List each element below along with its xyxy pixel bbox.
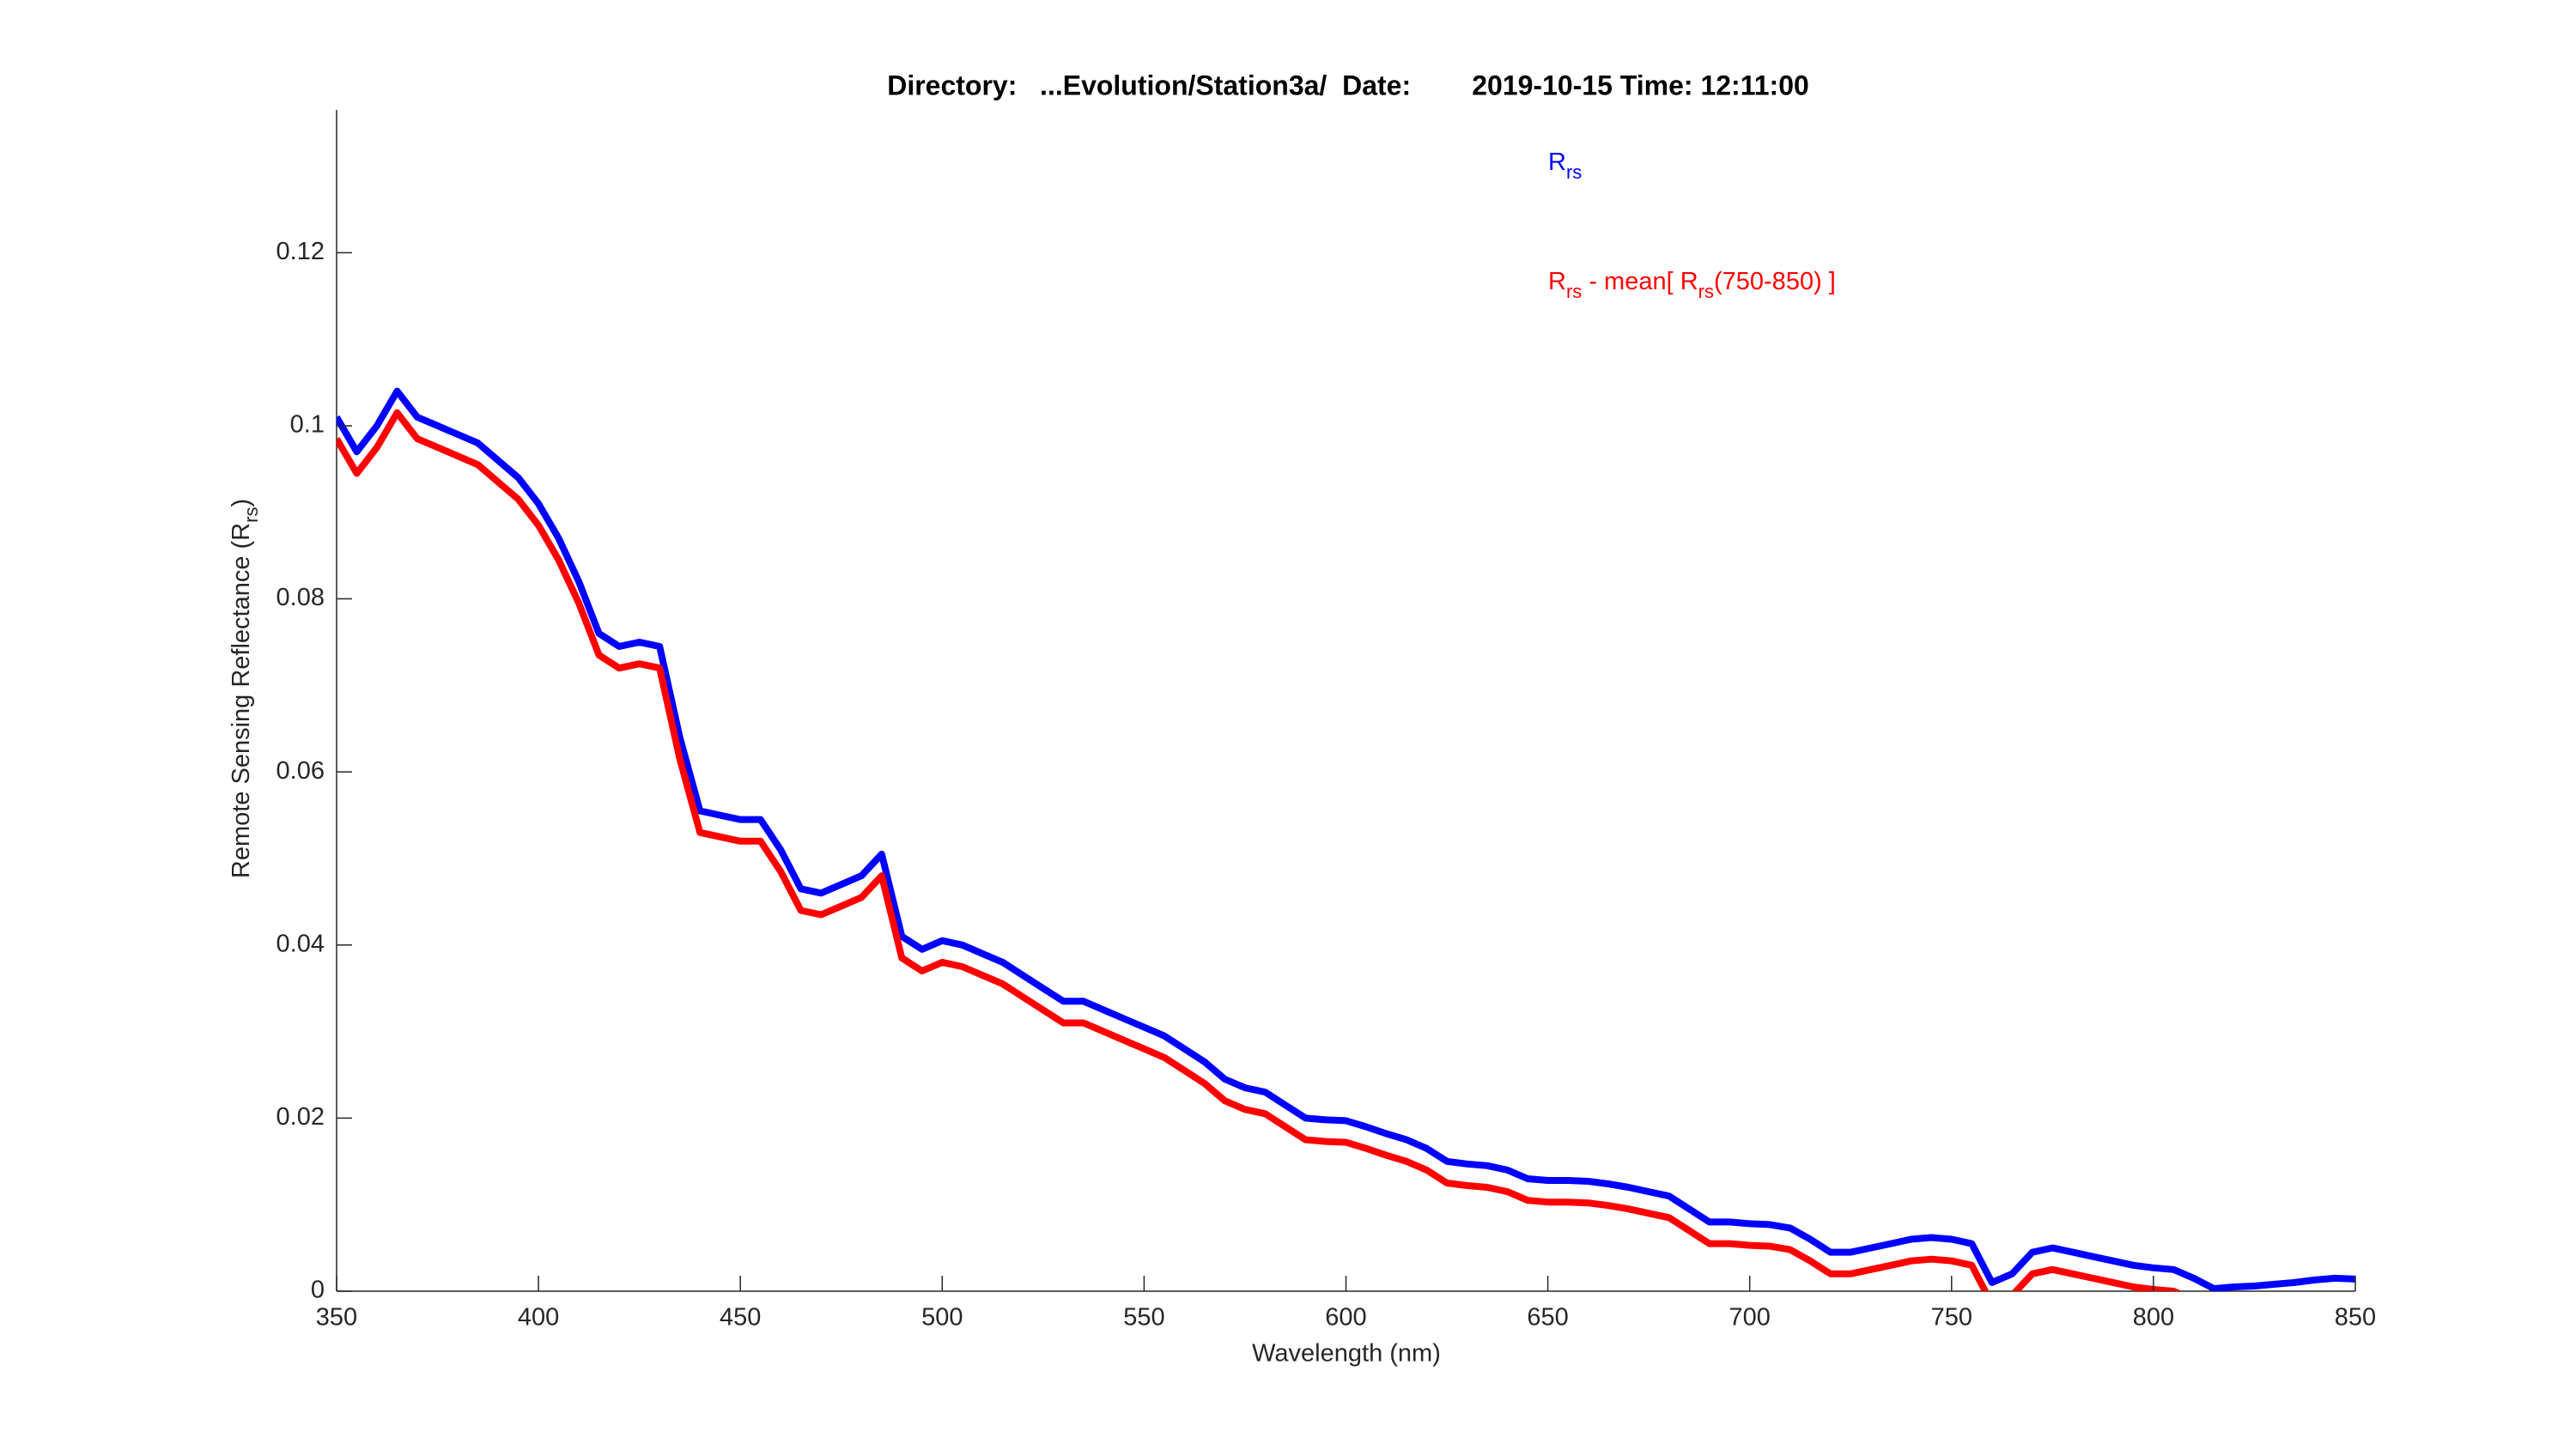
- x-tick-label: 500: [921, 1304, 963, 1332]
- subscript: rs: [1698, 281, 1714, 302]
- chart-title: Directory: ...Evolution/Station3a/ Date:…: [887, 70, 1809, 100]
- x-tick-label: 750: [1931, 1304, 1972, 1332]
- text-part: Remote Sensing Reflectance (R: [228, 523, 255, 878]
- x-tick-label: 650: [1527, 1304, 1568, 1332]
- subscript: rs: [240, 507, 262, 523]
- subscript: rs: [1566, 161, 1582, 183]
- y-tick-label: 0: [311, 1277, 325, 1304]
- x-tick-label: 850: [2335, 1304, 2376, 1332]
- x-tick-label: 450: [720, 1304, 761, 1332]
- y-tick-label: 0.1: [290, 411, 325, 439]
- y-axis-label: Remote Sensing Reflectance (Rrs): [228, 499, 263, 878]
- x-tick-label: 400: [518, 1304, 559, 1332]
- text-part: R: [1548, 268, 1566, 295]
- y-tick-label: 0.04: [276, 930, 325, 957]
- y-tick-label: 0.06: [276, 757, 325, 785]
- legend-entry: Rrs - mean[ Rrs(750-850) ]: [1548, 268, 1836, 303]
- x-tick-label: 600: [1325, 1304, 1366, 1332]
- data-line: [337, 387, 2355, 1291]
- x-tick-label: 350: [316, 1304, 357, 1332]
- y-tick-label: 0.08: [276, 584, 325, 611]
- x-tick-label: 700: [1729, 1304, 1771, 1332]
- x-tick-label: 550: [1123, 1304, 1164, 1332]
- text-part: - mean[ R: [1582, 268, 1698, 295]
- text-part: (750-850) ]: [1714, 268, 1836, 295]
- x-tick-label: 800: [2133, 1304, 2174, 1332]
- data-line: [337, 409, 2183, 1291]
- legend-entry: Rrs: [1548, 149, 1582, 184]
- text-part: R: [1548, 149, 1566, 176]
- y-tick-label: 0.12: [276, 238, 325, 265]
- plot-area: [337, 387, 2355, 1291]
- x-axis-label: Wavelength (nm): [1252, 1340, 1441, 1368]
- subscript: rs: [1566, 281, 1582, 302]
- text-part: ): [228, 499, 255, 507]
- y-tick-label: 0.02: [276, 1103, 325, 1131]
